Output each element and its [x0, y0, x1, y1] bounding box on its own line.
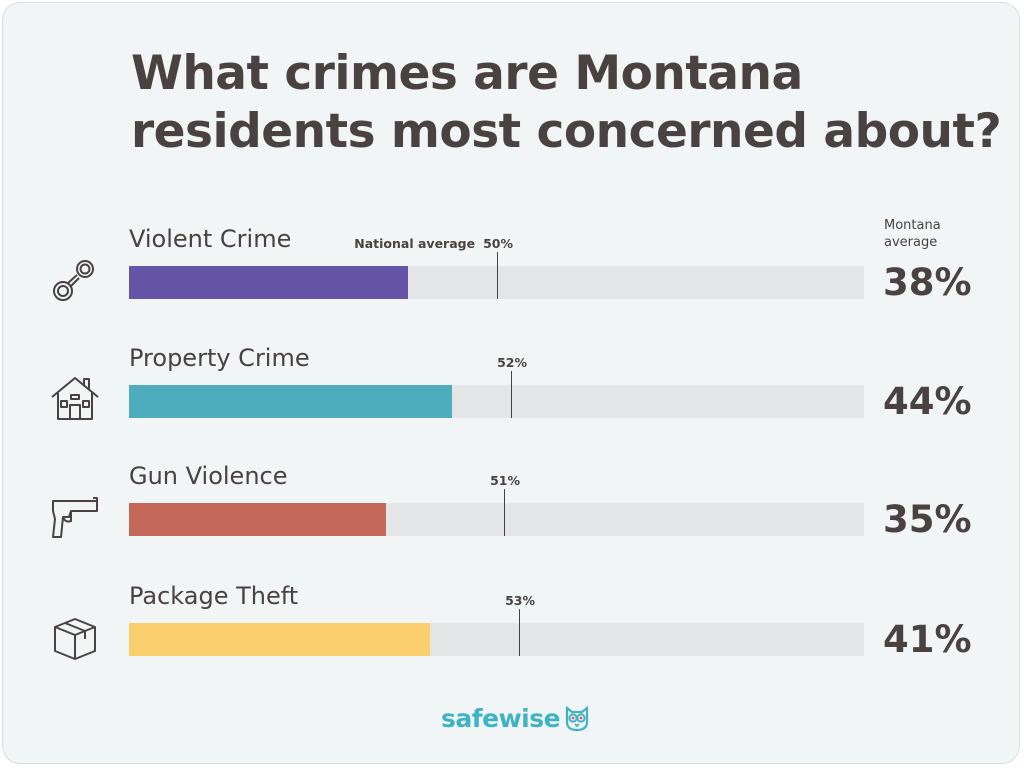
- value-label-gun-violence: 35%: [883, 498, 972, 541]
- national-average-value-violent-crime: 50%: [483, 236, 513, 251]
- national-average-marker-package-theft: [519, 609, 520, 656]
- national-average-label-package-theft: 53%: [505, 593, 535, 608]
- state-average-header-line-1: Montana: [884, 218, 941, 233]
- bar-track-property-crime: [129, 385, 864, 418]
- house-icon: [51, 377, 99, 420]
- state-average-header: Montana average: [884, 217, 974, 251]
- chart-title-line-1: What crimes are Montana: [131, 46, 803, 101]
- chart-title-line-2: residents most concerned about?: [131, 104, 1002, 159]
- national-average-label-property-crime: 52%: [497, 355, 527, 370]
- handcuffs-icon: [53, 260, 94, 301]
- national-average-value-package-theft: 53%: [505, 593, 535, 608]
- owl-icon: [565, 705, 589, 732]
- category-label-gun-violence: Gun Violence: [129, 462, 288, 490]
- handgun-icon: [52, 497, 98, 538]
- chart-title: What crimes are Montana residents most c…: [131, 45, 1002, 161]
- safewise-logo: safewise: [441, 701, 590, 735]
- national-average-label-gun-violence: 51%: [490, 473, 520, 488]
- package-box-icon: [54, 618, 96, 660]
- category-label-violent-crime: Violent Crime: [129, 225, 292, 253]
- bar-track-gun-violence: [129, 503, 864, 536]
- category-label-property-crime: Property Crime: [129, 344, 310, 372]
- bar-gun-violence: [129, 503, 387, 536]
- national-average-value-gun-violence: 51%: [490, 473, 520, 488]
- national-average-marker-violent-crime: [497, 252, 498, 299]
- national-average-caption: National average: [354, 236, 476, 251]
- bar-track-violent-crime: [129, 266, 864, 299]
- state-average-header-line-2: average: [884, 235, 938, 250]
- bar-track-package-theft: [129, 623, 864, 656]
- value-label-violent-crime: 38%: [883, 261, 972, 304]
- national-average-value-property-crime: 52%: [497, 355, 527, 370]
- bar-property-crime: [129, 385, 453, 418]
- national-average-marker-gun-violence: [504, 489, 505, 536]
- bar-violent-crime: [129, 266, 409, 299]
- value-label-property-crime: 44%: [883, 380, 972, 423]
- safewise-logo-text: safewise: [441, 703, 561, 733]
- national-average-label-violent-crime: National average 50%: [354, 236, 513, 251]
- category-label-package-theft: Package Theft: [129, 582, 299, 610]
- national-average-marker-property-crime: [511, 371, 512, 418]
- bar-package-theft: [129, 623, 431, 656]
- value-label-package-theft: 41%: [883, 618, 972, 661]
